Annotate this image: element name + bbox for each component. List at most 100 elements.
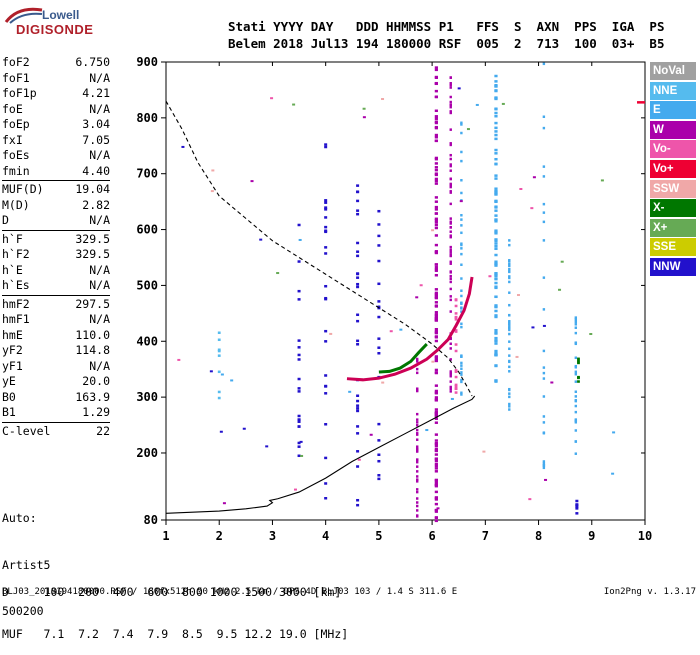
echo-nnw [377, 209, 381, 213]
echo-e [494, 332, 498, 335]
echo-e [460, 294, 463, 298]
y-tick-label: 200 [136, 446, 158, 460]
echo-e [574, 320, 578, 324]
param-row: foEp 3.04 [2, 117, 110, 133]
echo-w [434, 68, 438, 72]
echo-w [434, 218, 438, 222]
echo-nnw [356, 425, 360, 428]
echo-w [449, 234, 452, 237]
echo-w [434, 359, 438, 363]
echo-e [494, 148, 498, 152]
echo-point [389, 330, 393, 333]
echo-point [415, 296, 419, 299]
legend-item: NNE [650, 81, 696, 100]
x-tick-label: 5 [375, 529, 382, 543]
echo-w [449, 100, 452, 104]
series-x-trace [378, 343, 428, 374]
echo-w [416, 504, 419, 508]
echo-e [542, 115, 546, 119]
echo-e [460, 214, 463, 217]
echo-e [542, 463, 546, 467]
echo-point [560, 260, 564, 263]
echo-e [542, 377, 546, 380]
echo-w [434, 89, 438, 93]
echo-e [494, 107, 498, 110]
echo-w [434, 234, 438, 237]
echo-w [434, 162, 438, 165]
echo-e [508, 402, 511, 406]
echo-point [181, 145, 185, 148]
echo-w [434, 479, 438, 482]
series-extrapolation [165, 100, 473, 397]
echo-e [460, 378, 463, 382]
echo-w [449, 380, 452, 383]
echo-w [434, 81, 438, 85]
echo-point [589, 333, 593, 336]
echo-w [434, 498, 438, 501]
echo-e [460, 306, 463, 309]
echo-w [449, 262, 452, 265]
echo-w [449, 287, 452, 291]
echo-w [434, 109, 438, 113]
param-name: yF2 [2, 343, 23, 357]
echo-e [494, 80, 498, 83]
param-row: yE 20.0 [2, 374, 110, 390]
echo-nnw [377, 244, 381, 247]
echo-e [542, 460, 546, 463]
echo-e [460, 191, 463, 195]
echo-w [449, 142, 452, 145]
echo-e [494, 342, 498, 345]
logo-swoosh-icon [4, 7, 43, 24]
echo-vo [454, 349, 458, 353]
echo-w [416, 447, 419, 451]
param-value: N/A [89, 148, 110, 162]
echo-e [508, 280, 511, 284]
echo-e [542, 421, 546, 424]
echo-point [222, 502, 226, 505]
echo-nnw [575, 499, 579, 503]
echo-w [434, 391, 438, 395]
echo-nnw [297, 377, 301, 381]
echo-w [434, 311, 438, 314]
echo-nnw [324, 423, 328, 426]
echo-w [434, 95, 438, 99]
echo-w [449, 245, 452, 249]
echo-point [431, 229, 435, 232]
echo-w [434, 502, 438, 506]
echo-e [494, 329, 498, 332]
echo-e [542, 62, 546, 66]
echo-w [434, 459, 438, 463]
echo-w [434, 335, 438, 338]
echo-w [416, 389, 419, 392]
echo-x [577, 361, 580, 365]
y-tick-label: 800 [136, 111, 158, 125]
echo-nnw [377, 259, 381, 263]
echo-w [416, 367, 419, 371]
echo-e [494, 220, 498, 223]
echo-w [434, 411, 438, 415]
echo-w [434, 266, 438, 269]
param-name: B0 [2, 389, 16, 404]
echo-nnw [377, 351, 381, 355]
logo-lowell-text: Lowell [42, 8, 80, 22]
series-profile [165, 395, 476, 514]
echo-nnw [356, 190, 360, 193]
echo-nnw [377, 315, 381, 319]
echo-point [259, 238, 263, 241]
auto-label: Auto: [2, 511, 37, 525]
param-value: 163.9 [75, 389, 110, 404]
param-name: MUF(D) [2, 182, 44, 196]
echo-w [434, 496, 438, 499]
param-value: 4.40 [82, 163, 110, 178]
echo-nnw [324, 143, 328, 146]
echo-e [542, 366, 546, 369]
echo-nnw [324, 216, 328, 219]
echo-e [494, 353, 498, 356]
echo-nnw [377, 282, 381, 286]
echo-e [494, 192, 498, 196]
echo-w [449, 310, 452, 313]
echo-w [449, 337, 452, 341]
echo-e [508, 328, 511, 332]
echo-w [434, 217, 438, 221]
echo-nnw [324, 145, 328, 149]
